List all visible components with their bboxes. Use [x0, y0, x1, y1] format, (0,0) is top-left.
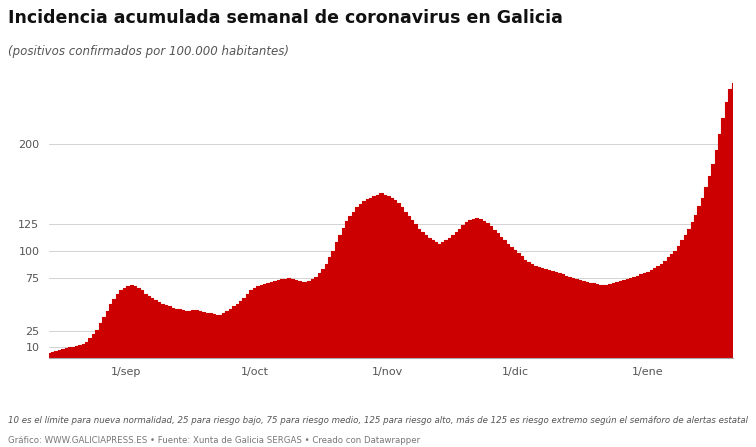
Text: 10 es el límite para nueva normalidad, 25 para riesgo bajo, 75 para riesgo medio: 10 es el límite para nueva normalidad, 2… — [8, 416, 748, 425]
Text: Gráfico: WWW.GALICIAPRESS.ES • Fuente: Xunta de Galicia SERGAS • Creado con Data: Gráfico: WWW.GALICIAPRESS.ES • Fuente: X… — [8, 436, 420, 445]
Text: Incidencia acumulada semanal de coronavirus en Galicia: Incidencia acumulada semanal de coronavi… — [8, 9, 562, 27]
Text: (positivos confirmados por 100.000 habitantes): (positivos confirmados por 100.000 habit… — [8, 45, 289, 58]
